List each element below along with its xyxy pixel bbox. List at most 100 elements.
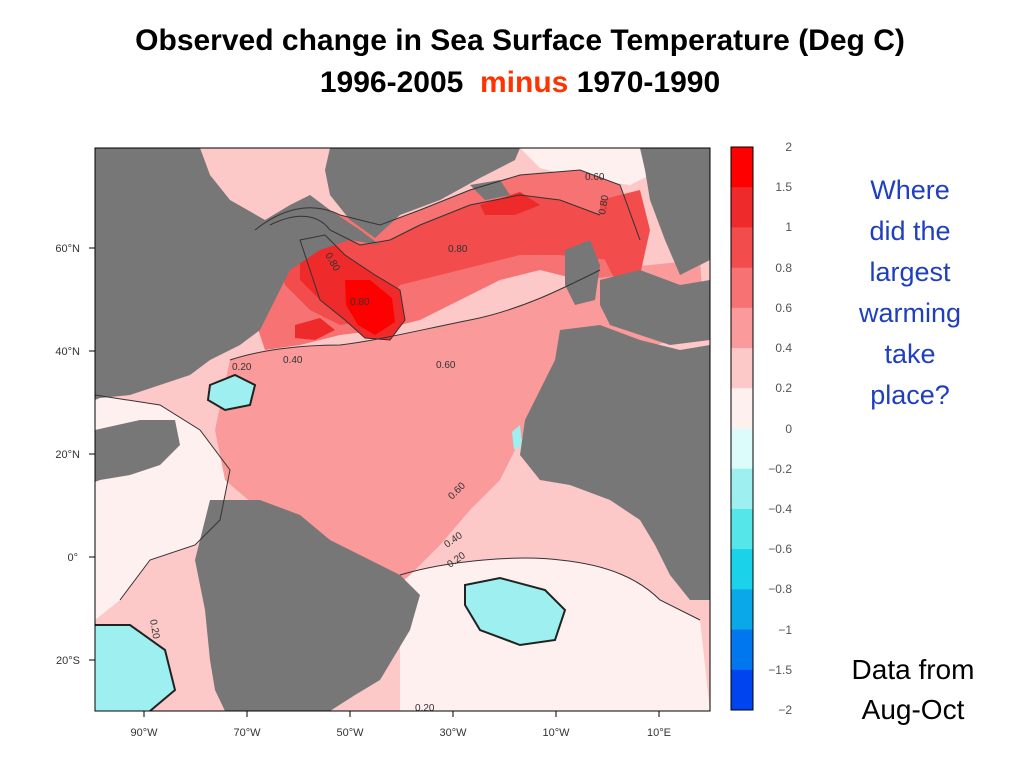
contour-label: 0.80 <box>597 194 611 216</box>
region-cool-sargasso <box>208 375 255 410</box>
region-hotspot-slope <box>295 318 335 340</box>
colorbar-label: 1 <box>785 220 792 234</box>
contour-label: 0.60 <box>585 172 605 183</box>
colorbar-swatch <box>731 348 753 389</box>
colorbar-swatch <box>731 227 753 269</box>
contour-label: 0.20 <box>147 619 161 641</box>
lat-label: 40°N <box>55 346 80 358</box>
source-line: Data from <box>851 654 975 685</box>
contour-line <box>229 269 601 361</box>
lon-label: 90°W <box>130 727 158 739</box>
colorbar-swatch <box>731 267 753 309</box>
colorbar-swatch <box>731 388 753 429</box>
region-norwegian <box>600 190 650 280</box>
lat-label: 0° <box>67 552 78 564</box>
period-baseline: 1970-1990 <box>576 66 721 99</box>
colorbar-label: 0 <box>785 422 792 436</box>
question-text: Where did the largest warming take place… <box>840 170 980 416</box>
land-labrador <box>95 215 235 305</box>
colorbar-label: −2 <box>778 703 792 717</box>
colorbar-label: 1.5 <box>775 180 792 194</box>
lat-label: 20°N <box>55 449 80 461</box>
map-frame <box>94 147 711 712</box>
colorbar-label: 0.2 <box>775 381 792 395</box>
colorbar-label: −1 <box>778 623 792 637</box>
period-recent: 1996-2005 <box>319 66 464 99</box>
map-field: 0.60 0.80 0.80 0.80 0.80 0.40 0.20 0.60 … <box>95 148 710 714</box>
region-hotspot-iceland <box>480 192 540 215</box>
land-iceland <box>470 180 510 200</box>
contour-line <box>95 394 231 601</box>
question-line: warming <box>858 298 962 328</box>
land-scandinavia <box>640 148 710 275</box>
question-line: place? <box>870 380 950 410</box>
land-greenland <box>325 148 520 238</box>
lat-label: 60°N <box>55 243 80 255</box>
colorbar-swatch <box>731 428 753 470</box>
question-line: did the <box>869 216 951 246</box>
title-line-1: Observed change in Sea Surface Temperatu… <box>135 24 905 57</box>
contour-label: 0.20 <box>415 703 435 714</box>
contour-label: 0.20 <box>232 362 252 373</box>
colorbar-swatch <box>731 307 753 349</box>
land-masses <box>95 148 710 711</box>
latitude-axis: 60°N 40°N 20°N 0° 20°S <box>55 243 95 667</box>
colorbar-swatch <box>731 468 753 510</box>
contour-line <box>299 234 406 341</box>
land-central-america <box>95 420 180 482</box>
land-europe <box>600 270 710 345</box>
region-cool-pacific <box>95 625 175 711</box>
colorbar-swatch <box>731 629 753 671</box>
colorbar-swatch <box>731 589 753 631</box>
region-cool-south-atlantic <box>465 578 565 645</box>
region-light-northeast <box>520 148 660 185</box>
lon-label: 50°W <box>336 727 364 739</box>
contour-lines <box>95 169 701 621</box>
colorbar-label: 0.6 <box>775 301 792 315</box>
contour-label: 0.60 <box>436 360 456 371</box>
longitude-axis: 90°W 70°W 50°W 30°W 10°W 10°E <box>130 711 671 739</box>
contour-line <box>399 557 701 621</box>
colorbar-frame <box>730 146 754 711</box>
contour-label: 0.80 <box>448 244 468 255</box>
lon-label: 10°E <box>647 727 671 739</box>
colorbar-label: 0.8 <box>775 261 792 275</box>
contour-label: 0.80 <box>350 297 370 308</box>
question-line: take <box>884 339 936 369</box>
land-uk <box>565 240 600 305</box>
question-line: Where <box>870 175 950 205</box>
colorbar-swatch <box>731 508 753 550</box>
colorbar-label: −0.4 <box>768 502 792 516</box>
colorbar-labels: 2 1.5 1 0.8 0.6 0.4 0.2 0 −0.2 −0.4 −0.6… <box>768 140 792 717</box>
colorbar-label: −0.8 <box>768 582 792 596</box>
zero-contour <box>464 576 567 647</box>
lon-label: 30°W <box>439 727 467 739</box>
contour-line <box>269 194 601 246</box>
colorbar-label: 2 <box>785 140 792 154</box>
data-source-note: Data from Aug-Oct <box>823 650 1003 730</box>
title-line-2: 1996-2005 minus 1970-1990 <box>0 62 1024 104</box>
lon-label: 70°W <box>233 727 261 739</box>
question-line: largest <box>869 257 951 287</box>
zero-contour <box>206 373 257 412</box>
contour-label: 0.40 <box>283 355 303 366</box>
colorbar-label: −0.2 <box>768 462 792 476</box>
region-hotspot-core <box>345 280 395 335</box>
land-iberia-africa <box>520 325 710 600</box>
slide-title: Observed change in Sea Surface Temperatu… <box>0 20 1024 104</box>
lon-label: 10°W <box>542 727 570 739</box>
zero-contours <box>95 373 567 711</box>
land-north-america <box>95 148 380 400</box>
colorbar-label: 0.4 <box>775 341 792 355</box>
contour-line <box>254 169 641 241</box>
land-south-america <box>195 500 420 711</box>
colorbar-swatch <box>731 549 753 590</box>
colorbar-label: −1.5 <box>768 663 792 677</box>
colorbar-label: −0.6 <box>768 542 792 556</box>
colorbar-swatch <box>731 669 753 711</box>
colorbar-swatch <box>731 187 753 228</box>
lat-label: 20°S <box>56 655 80 667</box>
region-cool-africa-coast <box>512 425 522 450</box>
minus-word: minus <box>479 66 569 99</box>
